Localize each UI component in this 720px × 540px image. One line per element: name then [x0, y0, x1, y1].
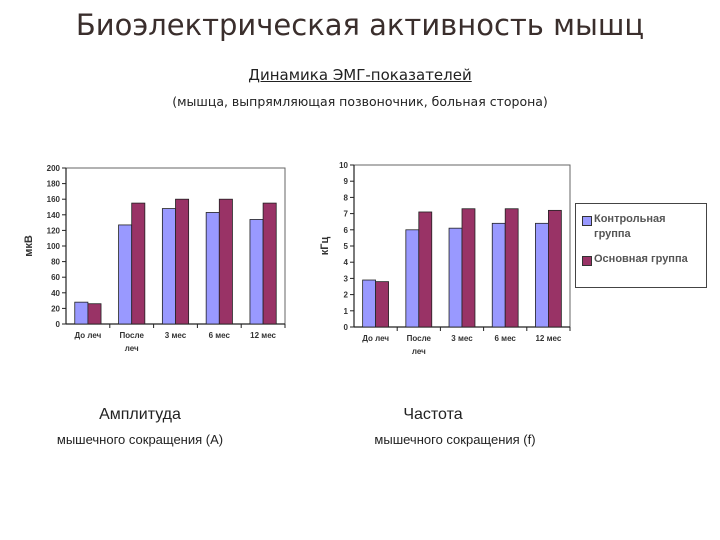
frequency-y-tick-label: 2 — [344, 291, 349, 300]
frequency-x-tick-label: 3 мес — [451, 334, 473, 343]
frequency-bar-control — [362, 279, 377, 328]
frequency-x-tick-label: После — [407, 334, 432, 343]
amplitude-x-tick-label: леч — [125, 344, 139, 353]
legend-swatch-main — [582, 256, 592, 266]
frequency-x-tick-label: До леч — [362, 334, 389, 343]
legend-label-main: Основная группа — [594, 252, 688, 267]
frequency-y-tick-label: 9 — [344, 177, 349, 186]
frequency-y-axis-label: кГц — [319, 237, 331, 256]
frequency-y-tick-label: 5 — [344, 242, 349, 251]
frequency-bar-main — [548, 209, 562, 328]
amplitude-x-tick-label: 6 мес — [209, 331, 231, 340]
amplitude-bar-main — [262, 202, 277, 325]
frequency-bar-control — [405, 229, 420, 328]
frequency-y-tick-label: 4 — [344, 258, 349, 267]
slide-subtitle: Динамика ЭМГ-показателей — [0, 66, 720, 84]
frequency-x-tick-label: 6 мес — [495, 334, 517, 343]
frequency-bar-control — [491, 222, 506, 328]
amplitude-y-tick-label: 140 — [47, 211, 61, 220]
legend-label-control-line1: Контрольная — [594, 213, 666, 225]
frequency-y-tick-label: 0 — [344, 323, 349, 332]
amplitude-bar-main — [218, 198, 233, 325]
amplitude-y-tick-label: 100 — [47, 242, 61, 251]
amplitude-y-tick-label: 180 — [47, 180, 61, 189]
amplitude-y-tick-label: 200 — [47, 164, 61, 173]
amplitude-x-tick-label: 12 мес — [250, 331, 276, 340]
frequency-bar-control — [448, 227, 463, 328]
legend-swatch-control — [582, 216, 592, 226]
frequency-y-tick-label: 7 — [344, 210, 349, 219]
legend-label-main-line1: Основная группа — [594, 253, 688, 265]
amplitude-y-tick-label: 20 — [51, 304, 60, 313]
amplitude-bar-main — [175, 198, 190, 325]
amplitude-bar-main — [131, 202, 146, 325]
amplitude-x-tick-label: До леч — [75, 331, 102, 340]
amplitude-x-tick-label: 3 мес — [165, 331, 187, 340]
amplitude-x-tick-label: После — [119, 331, 144, 340]
amplitude-caption: Амплитуда — [99, 406, 181, 423]
amplitude-caption-sub: мышечного сокращения (А) — [56, 432, 224, 447]
amplitude-y-tick-label: 60 — [51, 273, 60, 282]
subtitle-text: Динамика ЭМГ-показателей — [248, 66, 472, 84]
frequency-bar-main — [418, 211, 433, 328]
frequency-bar-main — [504, 208, 519, 328]
frequency-y-tick-label: 1 — [344, 307, 349, 316]
amplitude-y-tick-label: 120 — [47, 226, 61, 235]
amplitude-y-axis-label: мкВ — [23, 235, 35, 257]
frequency-y-tick-label: 6 — [344, 226, 349, 235]
frequency-y-tick-label: 8 — [344, 193, 349, 202]
frequency-x-tick-label: 12 мес — [535, 334, 561, 343]
chart-legend: Контрольная группа Основная группа — [575, 203, 707, 288]
amplitude-y-tick-label: 40 — [51, 289, 60, 298]
amplitude-y-tick-label: 80 — [51, 258, 60, 267]
frequency-x-tick-label: леч — [412, 347, 426, 356]
amplitude-bar-main — [87, 303, 102, 325]
frequency-y-tick-label: 10 — [339, 161, 348, 170]
amplitude-y-tick-label: 0 — [56, 320, 61, 329]
legend-label-control: Контрольная группа — [594, 212, 666, 242]
slide-subnote: (мышца, выпрямляющая позвоночник, больна… — [172, 94, 548, 109]
frequency-bar-main — [375, 281, 389, 328]
frequency-bar-control — [535, 222, 549, 328]
slide-title: Биоэлектрическая активность мышц — [75, 8, 645, 42]
frequency-caption-sub: мышечного сокращения (f) — [374, 432, 536, 447]
frequency-y-tick-label: 3 — [344, 274, 349, 283]
frequency-bar-main — [461, 208, 476, 328]
legend-label-control-line2: группа — [594, 228, 631, 240]
amplitude-y-tick-label: 160 — [47, 195, 61, 204]
frequency-caption: Частота — [403, 406, 463, 423]
